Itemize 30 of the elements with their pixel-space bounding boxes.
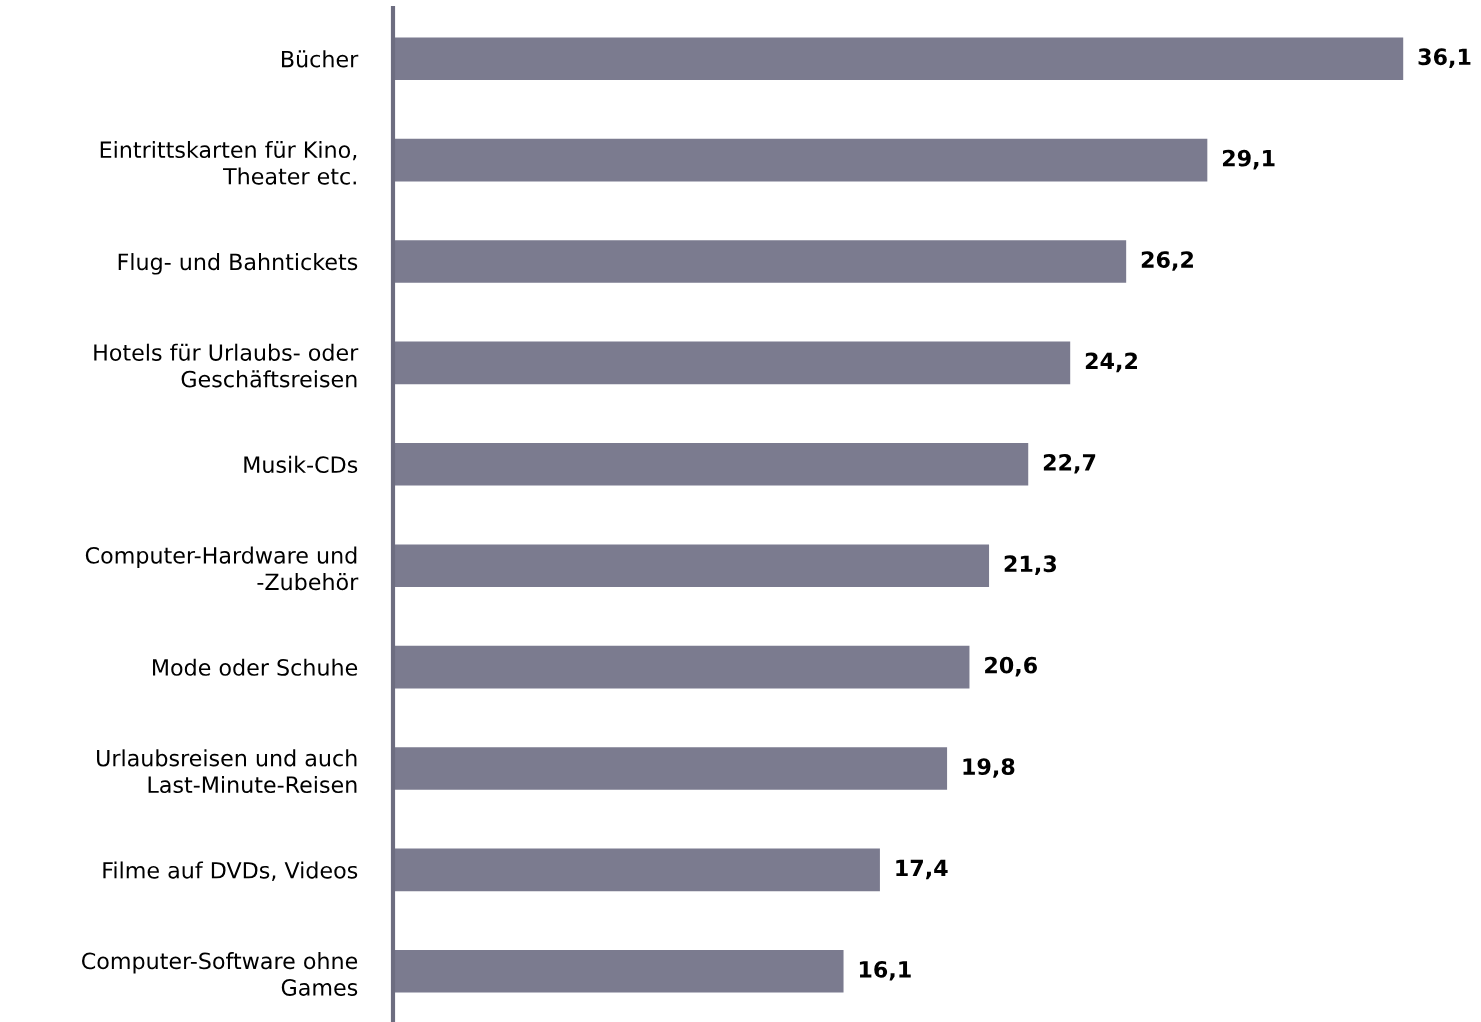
bar <box>393 138 1208 182</box>
bar <box>393 443 1029 486</box>
bar <box>393 848 880 892</box>
y-tick-label: Computer-Hardware und -Zubehör <box>85 546 359 591</box>
y-tick-label: Hotels für Urlaubs- oder Geschäftsreisen <box>94 343 359 388</box>
y-tick-label: Urlaubsreisen und auch Last-Minute-Reisen <box>97 749 357 794</box>
y-tick-label: Eintrittskarten für Kino, Theater etc. <box>100 140 357 185</box>
data-label: 16,1 <box>859 960 911 981</box>
bar <box>393 240 1127 283</box>
data-label: 36,1 <box>1418 48 1471 68</box>
y-tick-label: Musik-CDs <box>244 455 358 474</box>
data-label: 21,3 <box>1004 555 1056 575</box>
data-label: 22,7 <box>1043 453 1096 474</box>
data-label: 26,2 <box>1141 251 1193 271</box>
bar <box>393 645 970 689</box>
data-label: 24,2 <box>1085 352 1137 373</box>
data-label: 17,4 <box>896 859 948 880</box>
y-tick-label: Computer-Software ohne Games <box>82 952 358 996</box>
bar <box>393 747 948 790</box>
bar <box>393 950 844 993</box>
y-tick-label: Mode oder Schuhe <box>153 658 358 676</box>
y-tick-label: Flug- und Bahntickets <box>118 253 358 275</box>
data-label: 19,8 <box>963 758 1015 778</box>
y-tick-label: Bücher <box>282 50 359 68</box>
data-label: 20,6 <box>985 656 1037 677</box>
y-tick-label: Filme auf DVDs, Videos <box>103 861 358 881</box>
bar <box>393 544 990 587</box>
bar <box>393 37 1404 80</box>
bar <box>393 341 1071 385</box>
data-label: 29,1 <box>1222 149 1275 170</box>
